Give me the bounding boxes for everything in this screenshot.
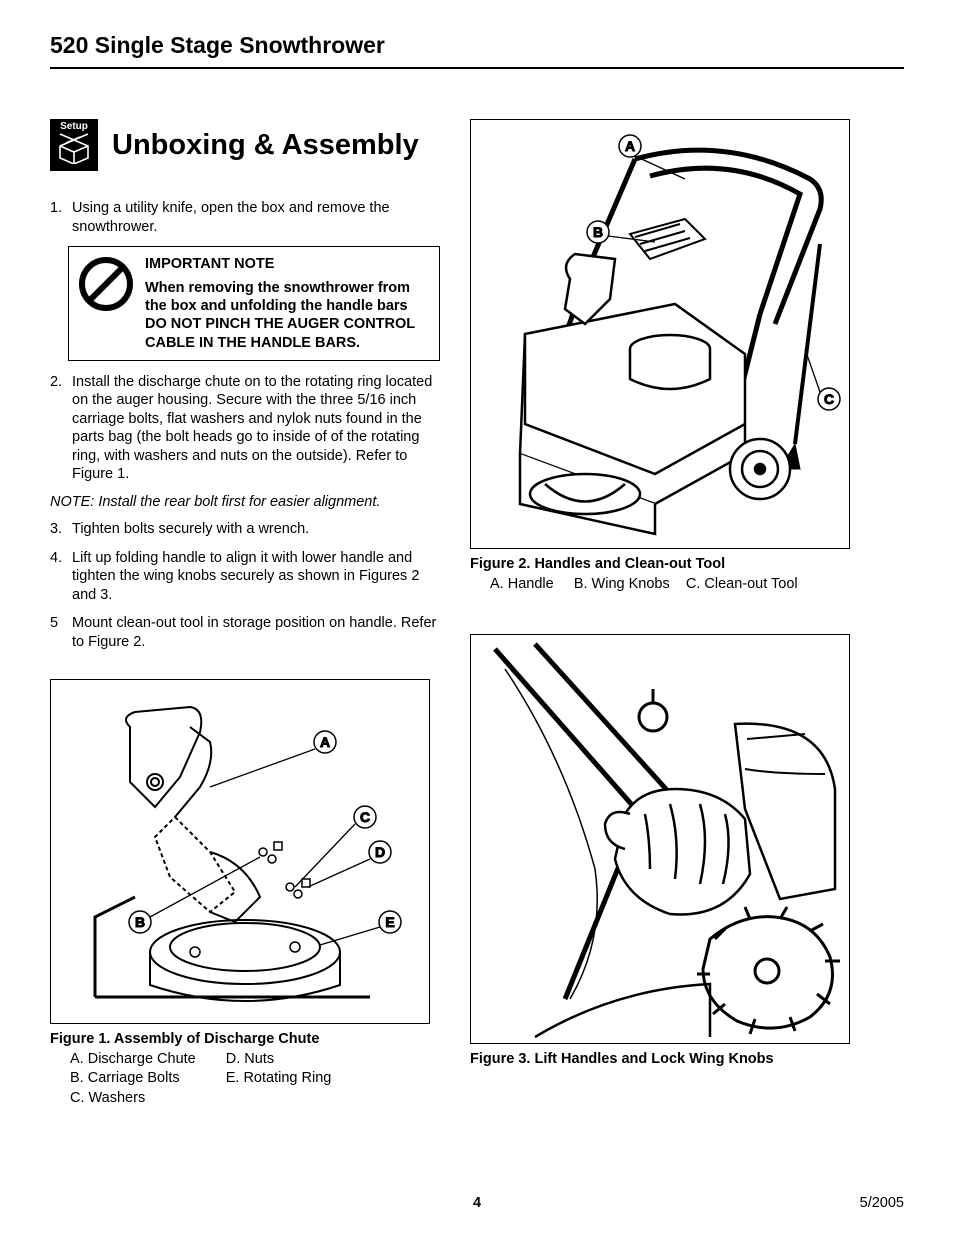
fig1-callout-d: D — [375, 844, 385, 860]
fig1-callout-e: E — [385, 914, 394, 930]
figure-2-title: Figure 2. Handles and Clean-out Tool — [470, 555, 860, 575]
setup-box-icon: Setup — [50, 119, 98, 171]
footer-date: 5/2005 — [860, 1195, 904, 1211]
figure-1-box: A B C D E — [50, 679, 430, 1024]
fig1-legend-e: E. Rotating Ring — [226, 1069, 332, 1089]
note-body: IMPORTANT NOTE When removing the snowthr… — [145, 255, 429, 352]
figure-3-title: Figure 3. Lift Handles and Lock Wing Kno… — [470, 1050, 860, 1070]
fig1-callout-c: C — [360, 809, 370, 825]
note-text: When removing the snowthrower from the b… — [145, 279, 429, 352]
fig1-legend-a: A. Discharge Chute — [70, 1050, 196, 1070]
page-footer: 4 5/2005 — [50, 1195, 904, 1211]
fig2-callout-b: B — [593, 224, 603, 240]
prohibit-icon — [77, 255, 135, 352]
step-5: Mount clean-out tool in storage position… — [50, 614, 440, 651]
figure-1-legend: A. Discharge Chute B. Carriage Bolts C. … — [50, 1050, 440, 1109]
section-header: Setup Unboxing & Assembly — [50, 119, 440, 171]
fig1-callout-b: B — [135, 914, 145, 930]
figure-2-legend: A. Handle B. Wing Knobs C. Clean-out Too… — [470, 575, 860, 595]
inline-note: NOTE: Install the rear bolt first for ea… — [50, 494, 440, 510]
important-note-box: IMPORTANT NOTE When removing the snowthr… — [68, 246, 440, 361]
page-number: 4 — [473, 1195, 481, 1211]
note-title: IMPORTANT NOTE — [145, 255, 429, 273]
left-column: Setup Unboxing & Assembly Using a utilit… — [50, 119, 440, 1109]
figure-1-title: Figure 1. Assembly of Discharge Chute — [50, 1030, 440, 1050]
fig1-legend-col1: A. Discharge Chute B. Carriage Bolts C. … — [70, 1050, 196, 1109]
step-1: Using a utility knife, open the box and … — [50, 199, 440, 236]
fig1-callout-a: A — [320, 734, 330, 750]
section-title: Unboxing & Assembly — [112, 129, 419, 162]
assembly-steps-list: Using a utility knife, open the box and … — [50, 199, 440, 236]
fig2-callout-c: C — [824, 391, 834, 407]
fig2-callout-a: A — [625, 138, 635, 154]
step-2: Install the discharge chute on to the ro… — [50, 373, 440, 484]
figure-3-box — [470, 634, 850, 1044]
assembly-steps-list-cont: Install the discharge chute on to the ro… — [50, 373, 440, 484]
figure-2-box: A B C — [470, 119, 850, 549]
fig1-legend-col2: D. Nuts E. Rotating Ring — [226, 1050, 332, 1109]
figure-1-caption: Figure 1. Assembly of Discharge Chute A.… — [50, 1030, 440, 1108]
fig1-legend-d: D. Nuts — [226, 1050, 332, 1070]
fig1-legend-c: C. Washers — [70, 1089, 196, 1109]
step-3: Tighten bolts securely with a wrench. — [50, 520, 440, 539]
setup-icon-label: Setup — [50, 121, 98, 132]
figure-3-caption: Figure 3. Lift Handles and Lock Wing Kno… — [470, 1050, 860, 1070]
right-column: A B C Figure 2. Handles and Clean-out To… — [470, 119, 860, 1109]
page-header-title: 520 Single Stage Snowthrower — [50, 32, 904, 69]
assembly-steps-list-cont2: Tighten bolts securely with a wrench. Li… — [50, 520, 440, 651]
step-4: Lift up folding handle to align it with … — [50, 549, 440, 605]
figure-2-caption: Figure 2. Handles and Clean-out Tool A. … — [470, 555, 860, 594]
two-column-layout: Setup Unboxing & Assembly Using a utilit… — [50, 119, 904, 1109]
fig1-legend-b: B. Carriage Bolts — [70, 1069, 196, 1089]
